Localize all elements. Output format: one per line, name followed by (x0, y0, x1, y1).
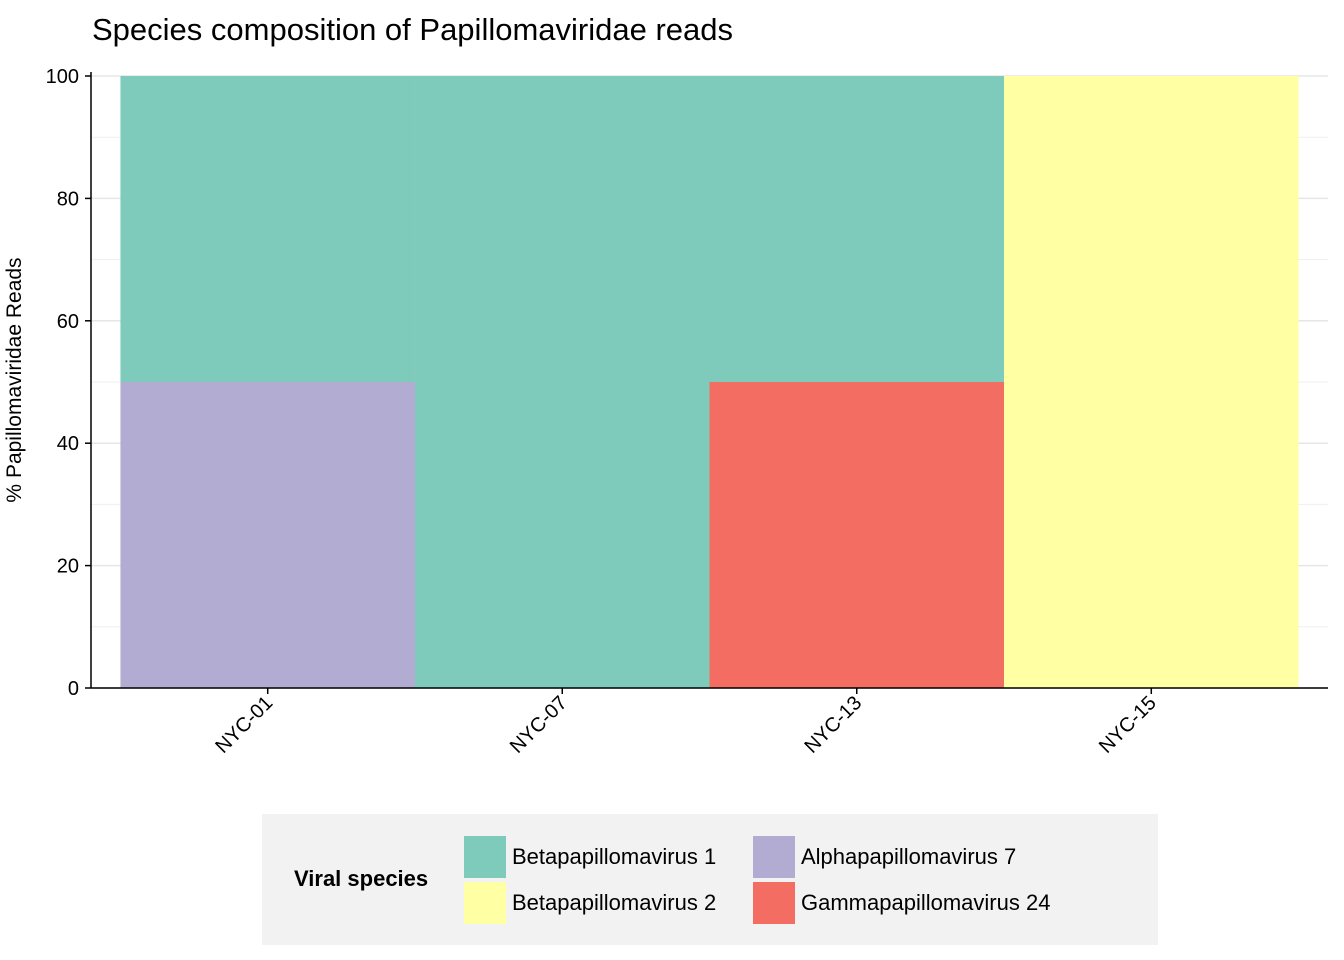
bar-chart: 0 20 40 60 80 100 NYC-01 NYC-07 NYC-13 NYC-15 % … (3, 66, 1328, 758)
bar-segment-nyc-13-gammapapillomavirus-24 (709, 382, 1005, 688)
x-tick-label: NYC-07 (506, 692, 572, 758)
y-tick-label: 20 (57, 556, 79, 578)
legend-label: Gammapapillomavirus 24 (801, 890, 1051, 915)
x-tick-label: NYC-15 (1095, 692, 1161, 758)
legend-key (753, 882, 795, 924)
axes (90, 72, 1328, 689)
legend-label: Betapapillomavirus 2 (512, 890, 717, 915)
y-tick-label: 40 (57, 433, 79, 455)
legend-label: Alphapapillomavirus 7 (801, 844, 1017, 869)
legend-key (753, 836, 795, 878)
legend-label: Betapapillomavirus 1 (512, 844, 717, 869)
bar-segment-nyc-15-betapapillomavirus-2 (1004, 76, 1299, 688)
y-ticks: 0 20 40 60 80 100 (46, 66, 91, 700)
bars (120, 76, 1299, 688)
bar-segment-nyc-07-betapapillomavirus-1 (414, 76, 710, 688)
y-axis-title: % Papillomaviridae Reads (3, 257, 26, 502)
bar-segment-nyc-01-alphapapillomavirus-7 (120, 382, 415, 688)
bar-segment-nyc-01-betapapillomavirus-1 (120, 76, 415, 382)
y-tick-label: 60 (57, 311, 79, 333)
x-ticks: NYC-01 NYC-07 NYC-13 NYC-15 (211, 688, 1161, 758)
legend-key (464, 836, 506, 878)
legend-title: Viral species (294, 866, 429, 891)
legend-key (464, 882, 506, 924)
y-tick-label: 100 (46, 66, 79, 88)
x-tick-label: NYC-01 (211, 692, 277, 758)
y-tick-label: 80 (57, 188, 79, 210)
legend: Viral species Betapapillomavirus 1 Betapa… (262, 814, 1158, 945)
x-tick-label: NYC-13 (800, 692, 866, 758)
bar-segment-nyc-13-betapapillomavirus-1 (709, 76, 1005, 382)
y-tick-label: 0 (68, 678, 79, 700)
chart-title: Species composition of Papillomaviridae … (92, 12, 733, 47)
